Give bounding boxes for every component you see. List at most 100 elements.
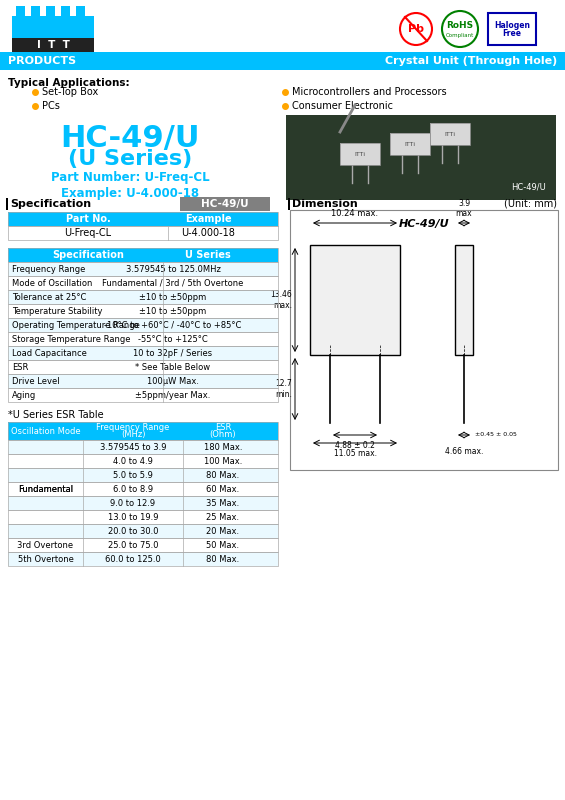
Bar (8, 496, 278, 510)
Text: 50 Max.: 50 Max. (206, 541, 240, 550)
Text: 60.0 to 125.0: 60.0 to 125.0 (105, 554, 161, 563)
Text: 3.579545 to 125.0MHz: 3.579545 to 125.0MHz (125, 265, 220, 274)
Bar (8, 468, 278, 482)
Text: ITTi: ITTi (405, 142, 415, 146)
Text: Part No.: Part No. (66, 214, 110, 224)
Text: -10°C to +60°C / -40°C to +85°C: -10°C to +60°C / -40°C to +85°C (105, 321, 242, 330)
Text: 4.66 max.: 4.66 max. (445, 446, 483, 455)
Text: 4.88 ± 0.2: 4.88 ± 0.2 (335, 441, 375, 450)
Bar (430, 123, 470, 145)
Text: 25 Max.: 25 Max. (206, 513, 240, 522)
Text: Part Number: U-Freq-CL: Part Number: U-Freq-CL (51, 171, 209, 185)
Bar (8, 388, 278, 402)
Bar (12, 38, 94, 52)
Text: 60 Max.: 60 Max. (206, 485, 240, 494)
Text: Storage Temperature Range: Storage Temperature Range (12, 334, 131, 343)
Text: Example: Example (185, 214, 231, 224)
Text: (MHz): (MHz) (121, 430, 145, 439)
Text: Operating Temperature Range: Operating Temperature Range (12, 321, 140, 330)
Text: Specification: Specification (10, 199, 91, 209)
Text: ESR: ESR (215, 423, 231, 433)
Circle shape (400, 13, 432, 45)
Bar (8, 304, 278, 318)
Bar (76, 6, 85, 24)
Text: ESR: ESR (12, 362, 28, 371)
Text: (Unit: mm): (Unit: mm) (504, 199, 557, 209)
Text: Oscillation Mode: Oscillation Mode (11, 426, 80, 435)
Text: I  T  T: I T T (37, 40, 69, 50)
Bar (286, 115, 556, 200)
Text: 80 Max.: 80 Max. (206, 554, 240, 563)
Text: 4.0 to 4.9: 4.0 to 4.9 (113, 457, 153, 466)
Text: 3.9
max: 3.9 max (456, 198, 472, 218)
Text: Frequency Range: Frequency Range (96, 423, 170, 433)
Circle shape (442, 11, 478, 47)
Text: 13.0 to 19.9: 13.0 to 19.9 (108, 513, 158, 522)
Text: 11.05 max.: 11.05 max. (333, 449, 376, 458)
Bar (8, 248, 278, 262)
Text: HC-49/U: HC-49/U (60, 123, 200, 153)
Text: (Ohm): (Ohm) (210, 430, 236, 439)
Bar (8, 318, 278, 332)
Text: HC-49/U: HC-49/U (511, 183, 546, 192)
Bar (340, 143, 380, 165)
Bar (8, 374, 278, 388)
Bar (8, 482, 278, 496)
Text: * See Table Below: * See Table Below (136, 362, 211, 371)
Bar (8, 454, 278, 468)
Bar (8, 276, 278, 290)
Bar (8, 290, 278, 304)
Text: 10.24 max.: 10.24 max. (332, 209, 379, 218)
Bar (8, 212, 278, 226)
Bar (8, 482, 278, 496)
Text: Example: U-4.000-18: Example: U-4.000-18 (61, 187, 199, 201)
Bar (8, 262, 278, 276)
Bar (340, 143, 380, 165)
Text: 5.0 to 5.9: 5.0 to 5.9 (113, 470, 153, 479)
Text: Consumer Electronic: Consumer Electronic (292, 101, 393, 111)
Text: Fundamental: Fundamental (18, 485, 73, 494)
Text: -55°C to +125°C: -55°C to +125°C (138, 334, 208, 343)
Text: 6.0 to 8.9: 6.0 to 8.9 (113, 485, 153, 494)
Bar (8, 422, 278, 440)
Text: 9.0 to 12.9: 9.0 to 12.9 (110, 498, 155, 507)
Bar (288, 198, 290, 210)
Text: (U Series): (U Series) (68, 149, 192, 169)
Bar (8, 388, 278, 402)
Bar (180, 197, 270, 211)
Bar (290, 210, 558, 470)
Text: 3rd Overtone: 3rd Overtone (18, 541, 73, 550)
Bar (8, 468, 278, 482)
Bar (390, 133, 430, 155)
Bar (8, 538, 278, 552)
Bar (8, 318, 278, 332)
Bar (8, 332, 278, 346)
Text: Drive Level: Drive Level (12, 377, 60, 386)
Text: ±0.45 ± 0.05: ±0.45 ± 0.05 (475, 433, 517, 438)
Text: RoHS: RoHS (446, 22, 473, 30)
Bar (8, 422, 278, 440)
Bar (8, 360, 278, 374)
Bar (8, 510, 278, 524)
Text: HC-49/U: HC-49/U (399, 219, 449, 229)
Text: 3.579545 to 3.9: 3.579545 to 3.9 (100, 442, 166, 451)
Bar (8, 290, 278, 304)
Bar (46, 6, 55, 24)
Bar (8, 440, 278, 454)
Bar (8, 524, 278, 538)
Text: ±10 to ±50ppm: ±10 to ±50ppm (140, 293, 207, 302)
Text: Crystal Unit (Through Hole): Crystal Unit (Through Hole) (385, 56, 557, 66)
Bar (8, 346, 278, 360)
Bar (8, 304, 278, 318)
Bar (8, 332, 278, 346)
Text: Microcontrollers and Processors: Microcontrollers and Processors (292, 87, 446, 97)
Bar (8, 538, 278, 552)
Text: Tolerance at 25°C: Tolerance at 25°C (12, 293, 86, 302)
Text: Halogen: Halogen (494, 21, 530, 30)
Text: 35 Max.: 35 Max. (206, 498, 240, 507)
Bar (455, 245, 473, 355)
Bar (8, 374, 278, 388)
Text: Load Capacitance: Load Capacitance (12, 349, 87, 358)
Text: Specification: Specification (52, 250, 124, 260)
Bar (0, 52, 565, 70)
